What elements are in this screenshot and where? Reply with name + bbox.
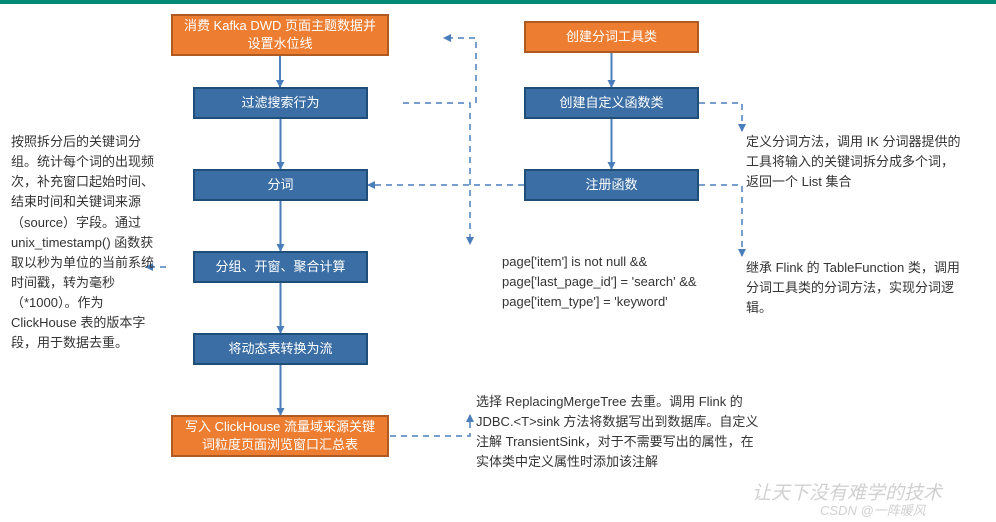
node-n_tool: 创建分词工具类 <box>524 21 699 53</box>
node-n_udf: 创建自定义函数类 <box>524 87 699 119</box>
node-n_group: 分组、开窗、聚合计算 <box>193 251 368 283</box>
node-n_reg: 注册函数 <box>524 169 699 201</box>
node-n_conv: 将动态表转换为流 <box>193 333 368 365</box>
diagram-stage: 消费 Kafka DWD 页面主题数据并设置水位线过滤搜索行为分词分组、开窗、聚… <box>0 0 996 522</box>
node-n_ck: 写入 ClickHouse 流量域来源关键词粒度页面浏览窗口汇总表 <box>171 415 389 457</box>
note-left: 按照拆分后的关键词分组。统计每个词的出现频次，补充窗口起始时间、结束时间和关键词… <box>11 132 164 354</box>
note-r2: 继承 Flink 的 TableFunction 类，调用分词工具类的分词方法，… <box>746 258 966 318</box>
note-bot: 选择 ReplacingMergeTree 去重。调用 Flink 的 JDBC… <box>476 392 766 473</box>
note-r1: 定义分词方法，调用 IK 分词器提供的工具将输入的关键词拆分成多个词，返回一个 … <box>746 132 966 192</box>
node-n_filter: 过滤搜索行为 <box>193 87 368 119</box>
node-n_seg: 分词 <box>193 169 368 201</box>
watermark-line-2: CSDN @一阵暖风 <box>820 500 926 519</box>
note-mid: page['item'] is not null && page['last_p… <box>502 252 762 312</box>
node-n_kafka: 消费 Kafka DWD 页面主题数据并设置水位线 <box>171 14 389 56</box>
